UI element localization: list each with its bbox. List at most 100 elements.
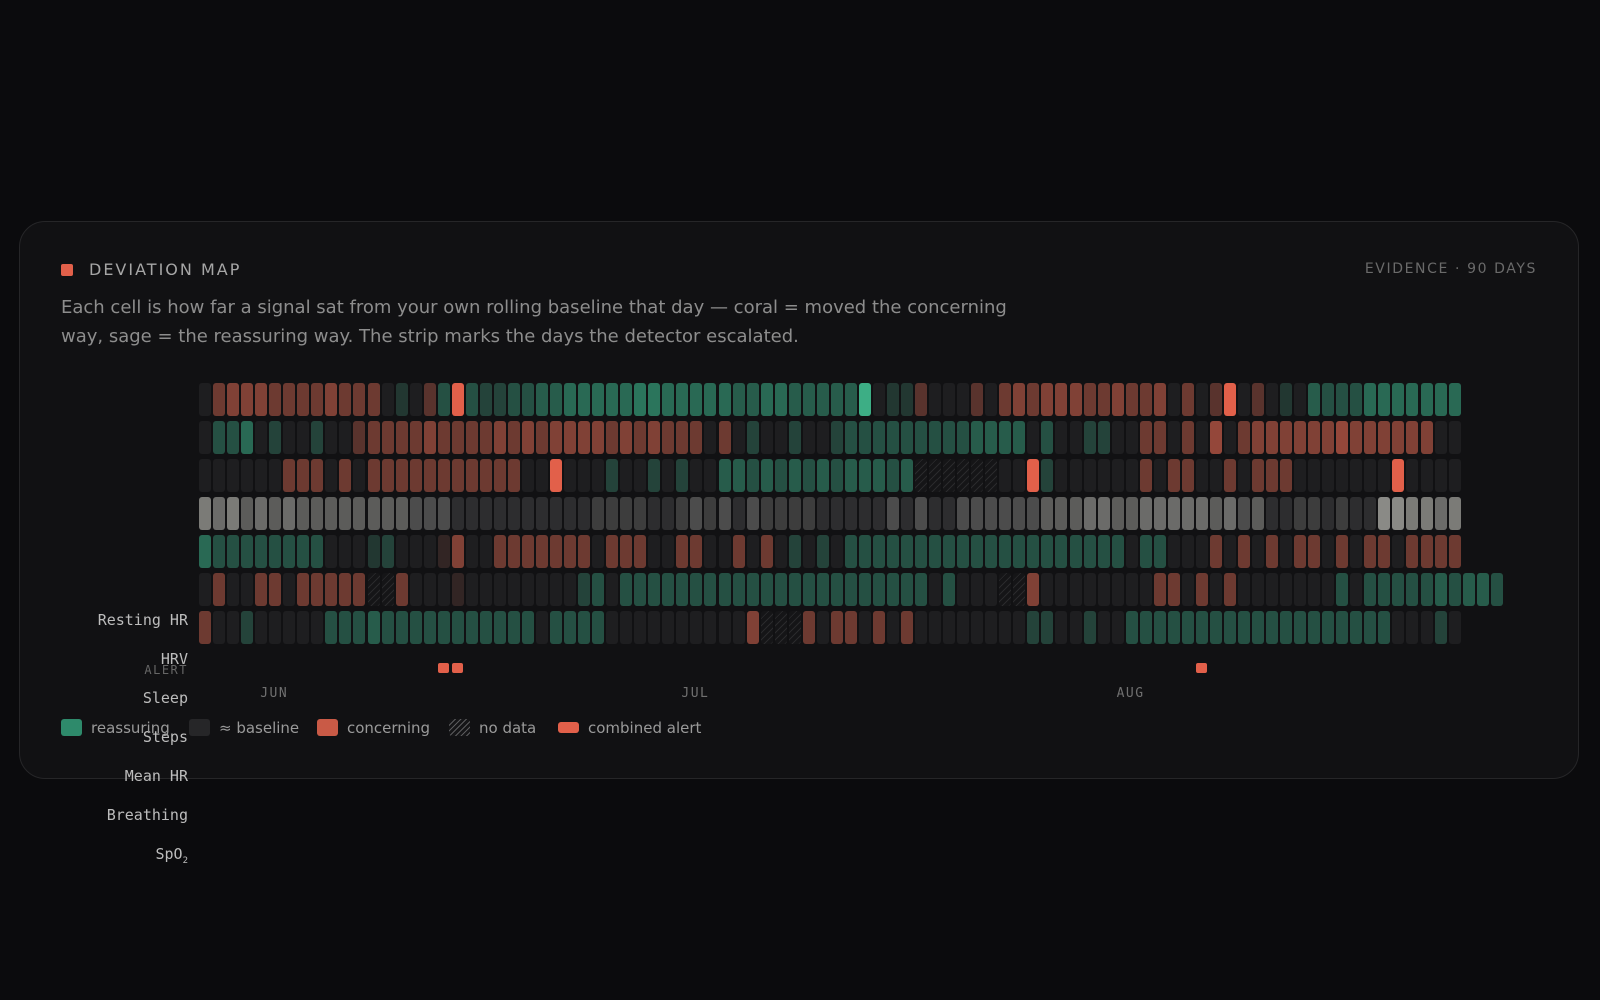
heatmap-cell xyxy=(872,421,885,454)
heatmap-cell xyxy=(1013,497,1026,530)
heatmap-cell xyxy=(1392,497,1405,530)
heatmap-cell xyxy=(507,383,520,416)
heatmap-cell xyxy=(1434,383,1447,416)
heatmap-cell xyxy=(901,383,913,416)
heatmap-cell xyxy=(213,535,225,568)
heatmap-cell xyxy=(1097,611,1110,644)
heatmap-cell xyxy=(1013,573,1026,606)
heatmap-cell xyxy=(830,421,843,454)
heatmap-cell xyxy=(1195,421,1208,454)
spo2-label-sub: 2 xyxy=(182,856,188,866)
heatmap-cell xyxy=(423,383,436,416)
heatmap-cell xyxy=(985,611,998,644)
heatmap-cell xyxy=(311,573,324,606)
heatmap-cell xyxy=(213,459,225,492)
heatmap-cell xyxy=(844,611,857,644)
heatmap-cell xyxy=(901,459,913,492)
heatmap-cell xyxy=(704,497,717,530)
row-label-spo2: SpO2 xyxy=(20,845,188,866)
heatmap-cell xyxy=(381,535,394,568)
heatmap-cell xyxy=(213,421,225,454)
heatmap-cell xyxy=(1195,535,1208,568)
heatmap-cell xyxy=(367,497,380,530)
heatmap-cell xyxy=(1434,497,1447,530)
heatmap-cell xyxy=(1223,535,1236,568)
heatmap-cell xyxy=(943,535,956,568)
heatmap-cell xyxy=(943,611,956,644)
heatmap-cell xyxy=(297,459,310,492)
heatmap-cell xyxy=(339,421,352,454)
heatmap-cell xyxy=(872,497,885,530)
heatmap-cell xyxy=(578,421,591,454)
heatmap-cell xyxy=(662,459,675,492)
heatmap-cell xyxy=(297,611,310,644)
legend-label-reassuring: reassuring xyxy=(91,719,170,737)
heatmap-cell xyxy=(381,459,394,492)
heatmap-cell xyxy=(915,573,927,606)
heatmap-cell xyxy=(690,383,703,416)
heatmap-cell xyxy=(704,611,717,644)
heatmap-cell xyxy=(662,573,675,606)
heatmap-cell xyxy=(774,611,787,644)
heatmap-cell xyxy=(1153,535,1166,568)
heatmap-cell xyxy=(1153,573,1166,606)
heatmap-cell xyxy=(1125,497,1138,530)
heatmap-cell xyxy=(634,535,647,568)
heatmap-cell xyxy=(213,383,225,416)
heatmap-cell xyxy=(1125,535,1138,568)
heatmap-cell xyxy=(241,535,254,568)
heatmap-cell xyxy=(550,611,562,644)
heatmap-cell xyxy=(1252,535,1264,568)
heatmap-cell xyxy=(1252,611,1264,644)
heatmap-cell xyxy=(395,497,408,530)
heatmap-cell xyxy=(1434,535,1447,568)
heatmap-cell xyxy=(774,421,787,454)
heatmap-cell xyxy=(325,383,338,416)
heatmap-cell xyxy=(718,497,731,530)
heatmap-cell xyxy=(1069,383,1082,416)
heatmap-cell xyxy=(437,421,450,454)
heatmap-cell xyxy=(887,573,899,606)
heatmap-cell xyxy=(255,459,268,492)
heatmap-cell xyxy=(718,421,731,454)
heatmap-cell xyxy=(634,497,647,530)
heatmap-cell xyxy=(325,611,338,644)
heatmap-cell xyxy=(578,497,591,530)
heatmap-cell xyxy=(690,611,703,644)
heatmap-cell xyxy=(999,573,1012,606)
heatmap-cell xyxy=(227,573,240,606)
heatmap-cell xyxy=(1294,459,1307,492)
heatmap-cell xyxy=(774,383,787,416)
heatmap-cell xyxy=(887,421,899,454)
heatmap-cell xyxy=(1111,459,1124,492)
heatmap-cell xyxy=(816,535,829,568)
heatmap-cell xyxy=(943,383,956,416)
card-header: DEVIATION MAP EVIDENCE · 90 DAYS xyxy=(61,260,1537,280)
heatmap-cell xyxy=(592,421,605,454)
heatmap-cell xyxy=(521,611,534,644)
heatmap-cell xyxy=(395,535,408,568)
heatmap-cell xyxy=(1434,459,1447,492)
heatmap-cell xyxy=(816,421,829,454)
heatmap-cell xyxy=(536,459,548,492)
heatmap-cell xyxy=(1181,573,1194,606)
alert-marker xyxy=(1195,663,1207,673)
heatmap-cell xyxy=(339,535,352,568)
heatmap-cell xyxy=(493,459,506,492)
heatmap-cell xyxy=(1055,497,1068,530)
heatmap-cell xyxy=(887,497,899,530)
heatmap-cell xyxy=(858,535,871,568)
heatmap-cell xyxy=(816,383,829,416)
heatmap-cell xyxy=(1223,383,1236,416)
heatmap-cell xyxy=(1041,497,1054,530)
heatmap-cell xyxy=(550,383,562,416)
heatmap-cell xyxy=(732,497,745,530)
heatmap-cell xyxy=(1139,497,1152,530)
heatmap-cell xyxy=(1181,611,1194,644)
heatmap-cell xyxy=(971,535,984,568)
heatmap-cell xyxy=(1167,421,1180,454)
heatmap-cell xyxy=(269,611,282,644)
heatmap-cell xyxy=(1280,535,1293,568)
heatmap-cell xyxy=(1378,421,1391,454)
heatmap-cell xyxy=(1294,611,1307,644)
